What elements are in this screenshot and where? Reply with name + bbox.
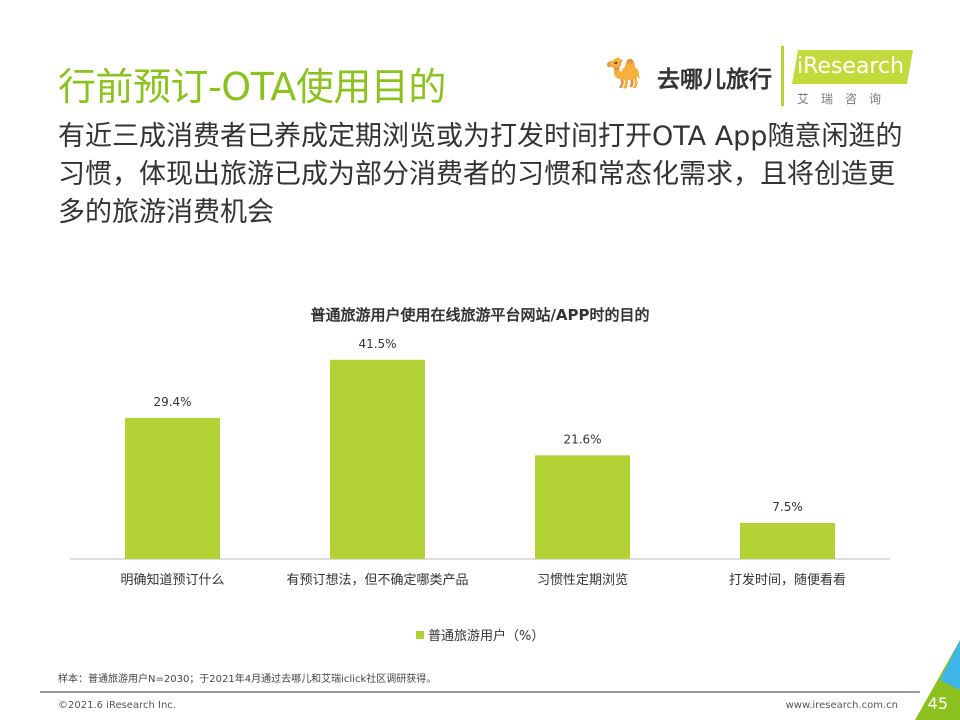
data-label: 29.4% [153, 395, 191, 409]
bar [740, 523, 835, 559]
website: www.iresearch.com.cn [785, 700, 898, 711]
sample-note: 样本：普通旅游用户N=2030；于2021年4月通过去哪儿和艾瑞iclick社区… [58, 674, 437, 685]
legend-label: 普通旅游用户（%） [428, 629, 545, 644]
bar [125, 417, 220, 559]
data-label: 7.5% [772, 500, 803, 514]
iresearch-cn: 艾瑞咨询 [797, 92, 894, 106]
footer-divider [40, 691, 920, 693]
bar [330, 359, 425, 559]
category-label: 明确知道预订什么 [120, 572, 224, 588]
chart-title: 普通旅游用户使用在线旅游平台网站/APP时的目的 [310, 306, 650, 324]
iresearch-logo: iResearch [797, 54, 905, 79]
page-subtitle: 有近三成消费者已养成定期浏览或为打发时间打开OTA App随意闲逛的习惯，体现出… [58, 121, 903, 228]
copyright: ©2021.6 iResearch Inc. [58, 700, 176, 711]
legend-swatch [416, 630, 424, 639]
logo-divider [781, 46, 784, 106]
category-label: 习惯性定期浏览 [537, 572, 628, 588]
page-number: 45 [927, 694, 948, 713]
data-label: 21.6% [563, 432, 601, 446]
bar [535, 455, 630, 559]
logos: 🐪 去哪儿旅行 iResearch 艾瑞咨询 [605, 46, 915, 108]
data-label: 41.5% [358, 337, 396, 351]
category-label: 打发时间，随便看看 [729, 572, 846, 588]
legend: 普通旅游用户（%） [416, 625, 544, 644]
qunar-logo: 去哪儿旅行 [657, 67, 772, 93]
category-label: 有预订想法，但不确定哪类产品 [286, 572, 468, 588]
page-title: 行前预订-OTA使用目的 [58, 65, 446, 109]
camel-icon: 🐪 [605, 56, 643, 91]
